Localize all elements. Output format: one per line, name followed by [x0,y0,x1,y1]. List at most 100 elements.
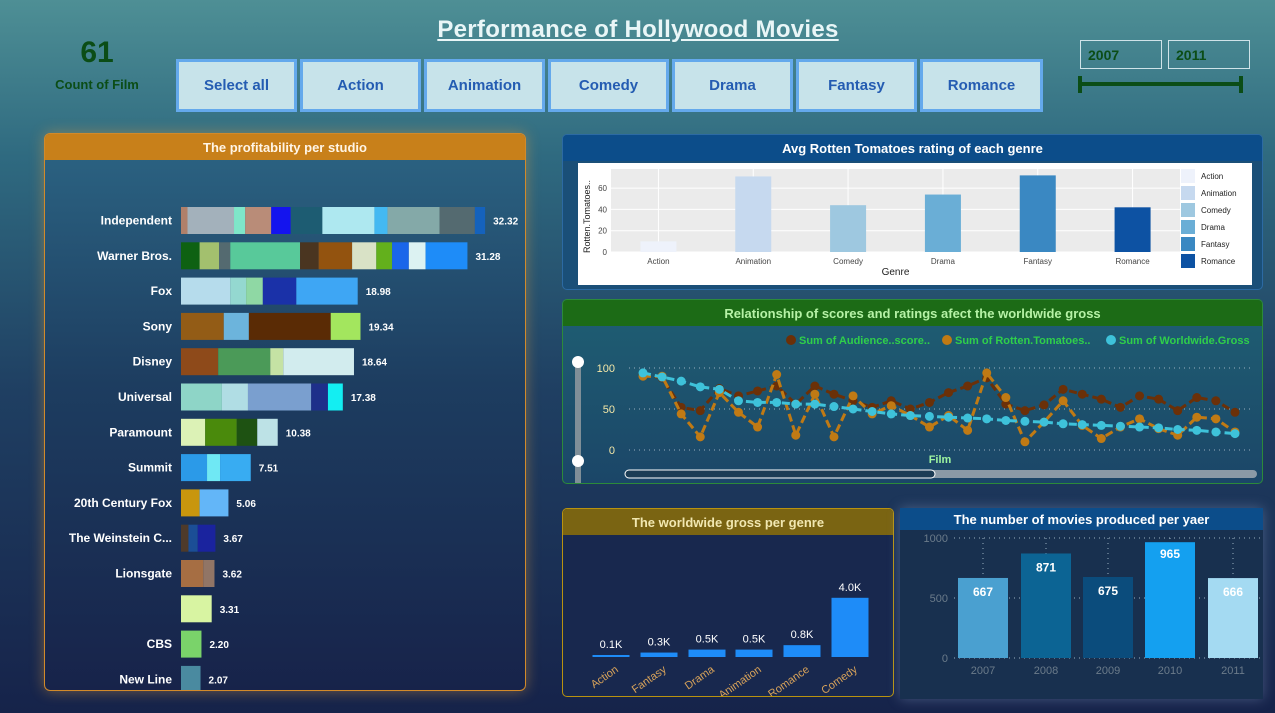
year-to-input[interactable]: 2011 [1168,40,1250,69]
studio-total-label: 3.31 [220,605,240,616]
rel-ytick-label: 0 [609,445,615,457]
rel-point [1115,402,1125,412]
rt-ytick-label: 0 [603,248,608,257]
year-ytick-label: 500 [930,593,948,605]
studio-label: Warner Bros. [97,249,172,263]
rel-point [772,397,782,407]
studio-total-label: 32.32 [493,217,518,228]
rel-point [1192,412,1202,422]
year-value-label: 666 [1223,585,1243,599]
gross-xtick-label: Comedy [819,663,860,697]
studio-bar-segment [221,383,248,411]
rel-point [1230,429,1240,439]
studio-bar-segment [203,560,215,587]
rel-point [1001,415,1011,425]
rel-point [657,372,667,382]
year-xtick-label: 2010 [1158,665,1182,677]
genre-button-drama[interactable]: Drama [672,59,793,112]
rel-point [1020,406,1030,416]
rotten-tomatoes-chart: 0 20 40 60 Action Animation Comedy Drama Fantasy… [582,169,1237,278]
studio-bar-segment [181,489,200,517]
rel-point [676,402,686,412]
rt-legend-swatch [1181,220,1195,234]
rel-point [791,430,801,440]
rt-legend-swatch [1181,186,1195,200]
year-xtick-label: 2011 [1221,665,1245,677]
rt-xaxis-title: Genre [882,267,910,278]
studio-bar-segment [199,242,220,270]
rt-plot-area [611,169,1180,252]
studio-total-label: 2.20 [209,640,229,651]
genre-button-select-all[interactable]: Select all [176,59,297,112]
year-range-start-handle[interactable] [1078,76,1082,93]
studio-label: The Weinstein C... [69,531,172,545]
studio-bar-segment [330,312,361,340]
rel-point [676,376,686,386]
studio-bar-segment [271,207,291,234]
studio-profitability-panel: The profitability per studio Independent… [44,133,526,691]
gross-bar [688,649,726,657]
rt-bar [1019,175,1056,252]
year-range-end-handle[interactable] [1239,76,1243,93]
gross-xtick-label: Romance [766,664,811,697]
rel-point [1077,420,1087,430]
studio-bar-segment [247,383,312,411]
rel-legend-label: Sum of Rotten.Tomatoes.. [955,335,1090,347]
rel-legend-marker [786,335,796,345]
rel-point [924,422,934,432]
rel-point [1173,425,1183,434]
rel-point [829,389,839,399]
studio-bar-segment [181,560,204,587]
studio-bar-segment [181,524,189,552]
studio-bar-segment [300,242,319,270]
rt-legend-swatch [1181,254,1195,268]
studio-total-label: 19.34 [368,322,393,333]
gross-xtick-label: Action [589,664,621,691]
rt-xtick-label: Fantasy [1024,257,1052,266]
rt-bar [640,241,677,252]
genre-button-action[interactable]: Action [300,59,421,112]
genre-button-animation[interactable]: Animation [424,59,545,112]
year-range-track[interactable] [1080,82,1242,86]
studio-bar-segment [327,383,343,411]
studio-bar-segment [248,312,331,340]
rel-scrollbar-thumb[interactable] [624,469,936,479]
rel-point [848,391,858,401]
studio-bar-segment [439,207,475,234]
rel-vertical-slider-track[interactable] [575,362,581,484]
genre-button-romance[interactable]: Romance [920,59,1043,112]
rel-point [1135,414,1145,424]
rel-point [963,425,973,435]
rel-point [733,407,743,417]
rel-point [963,413,973,423]
studio-bar-segment [181,630,202,658]
year-from-input[interactable]: 2007 [1080,40,1162,69]
studio-total-label: 31.28 [475,252,500,263]
year-chart-title: The number of movies produced per yaer [900,508,1263,530]
year-bar [1145,542,1195,658]
studio-total-label: 18.98 [366,287,391,298]
studio-bar-segment [220,454,251,482]
gross-value-label: 0.3K [648,637,671,649]
rt-legend-swatch [1181,169,1195,183]
rt-legend-label: Animation [1201,189,1237,198]
rel-point [753,397,763,407]
rel-point [924,411,934,421]
rel-slider-bottom-handle[interactable] [572,455,584,467]
studio-label: Independent [101,214,172,228]
studio-label: Disney [133,355,173,369]
gross-xtick-label: Animation [717,664,764,697]
rel-slider-top-handle[interactable] [572,356,584,368]
rel-point [1135,391,1145,401]
studio-total-label: 18.64 [362,358,387,369]
genre-button-fantasy[interactable]: Fantasy [796,59,917,112]
rel-ytick-label: 100 [597,363,615,375]
studio-total-label: 17.38 [351,393,376,404]
year-xtick-label: 2008 [1034,665,1058,677]
studio-label: Sony [143,319,173,333]
gross-bar [735,649,773,657]
genre-button-comedy[interactable]: Comedy [548,59,669,112]
studio-total-label: 3.67 [223,534,243,545]
studio-label: New Line [119,672,172,686]
rel-point [1173,406,1183,416]
